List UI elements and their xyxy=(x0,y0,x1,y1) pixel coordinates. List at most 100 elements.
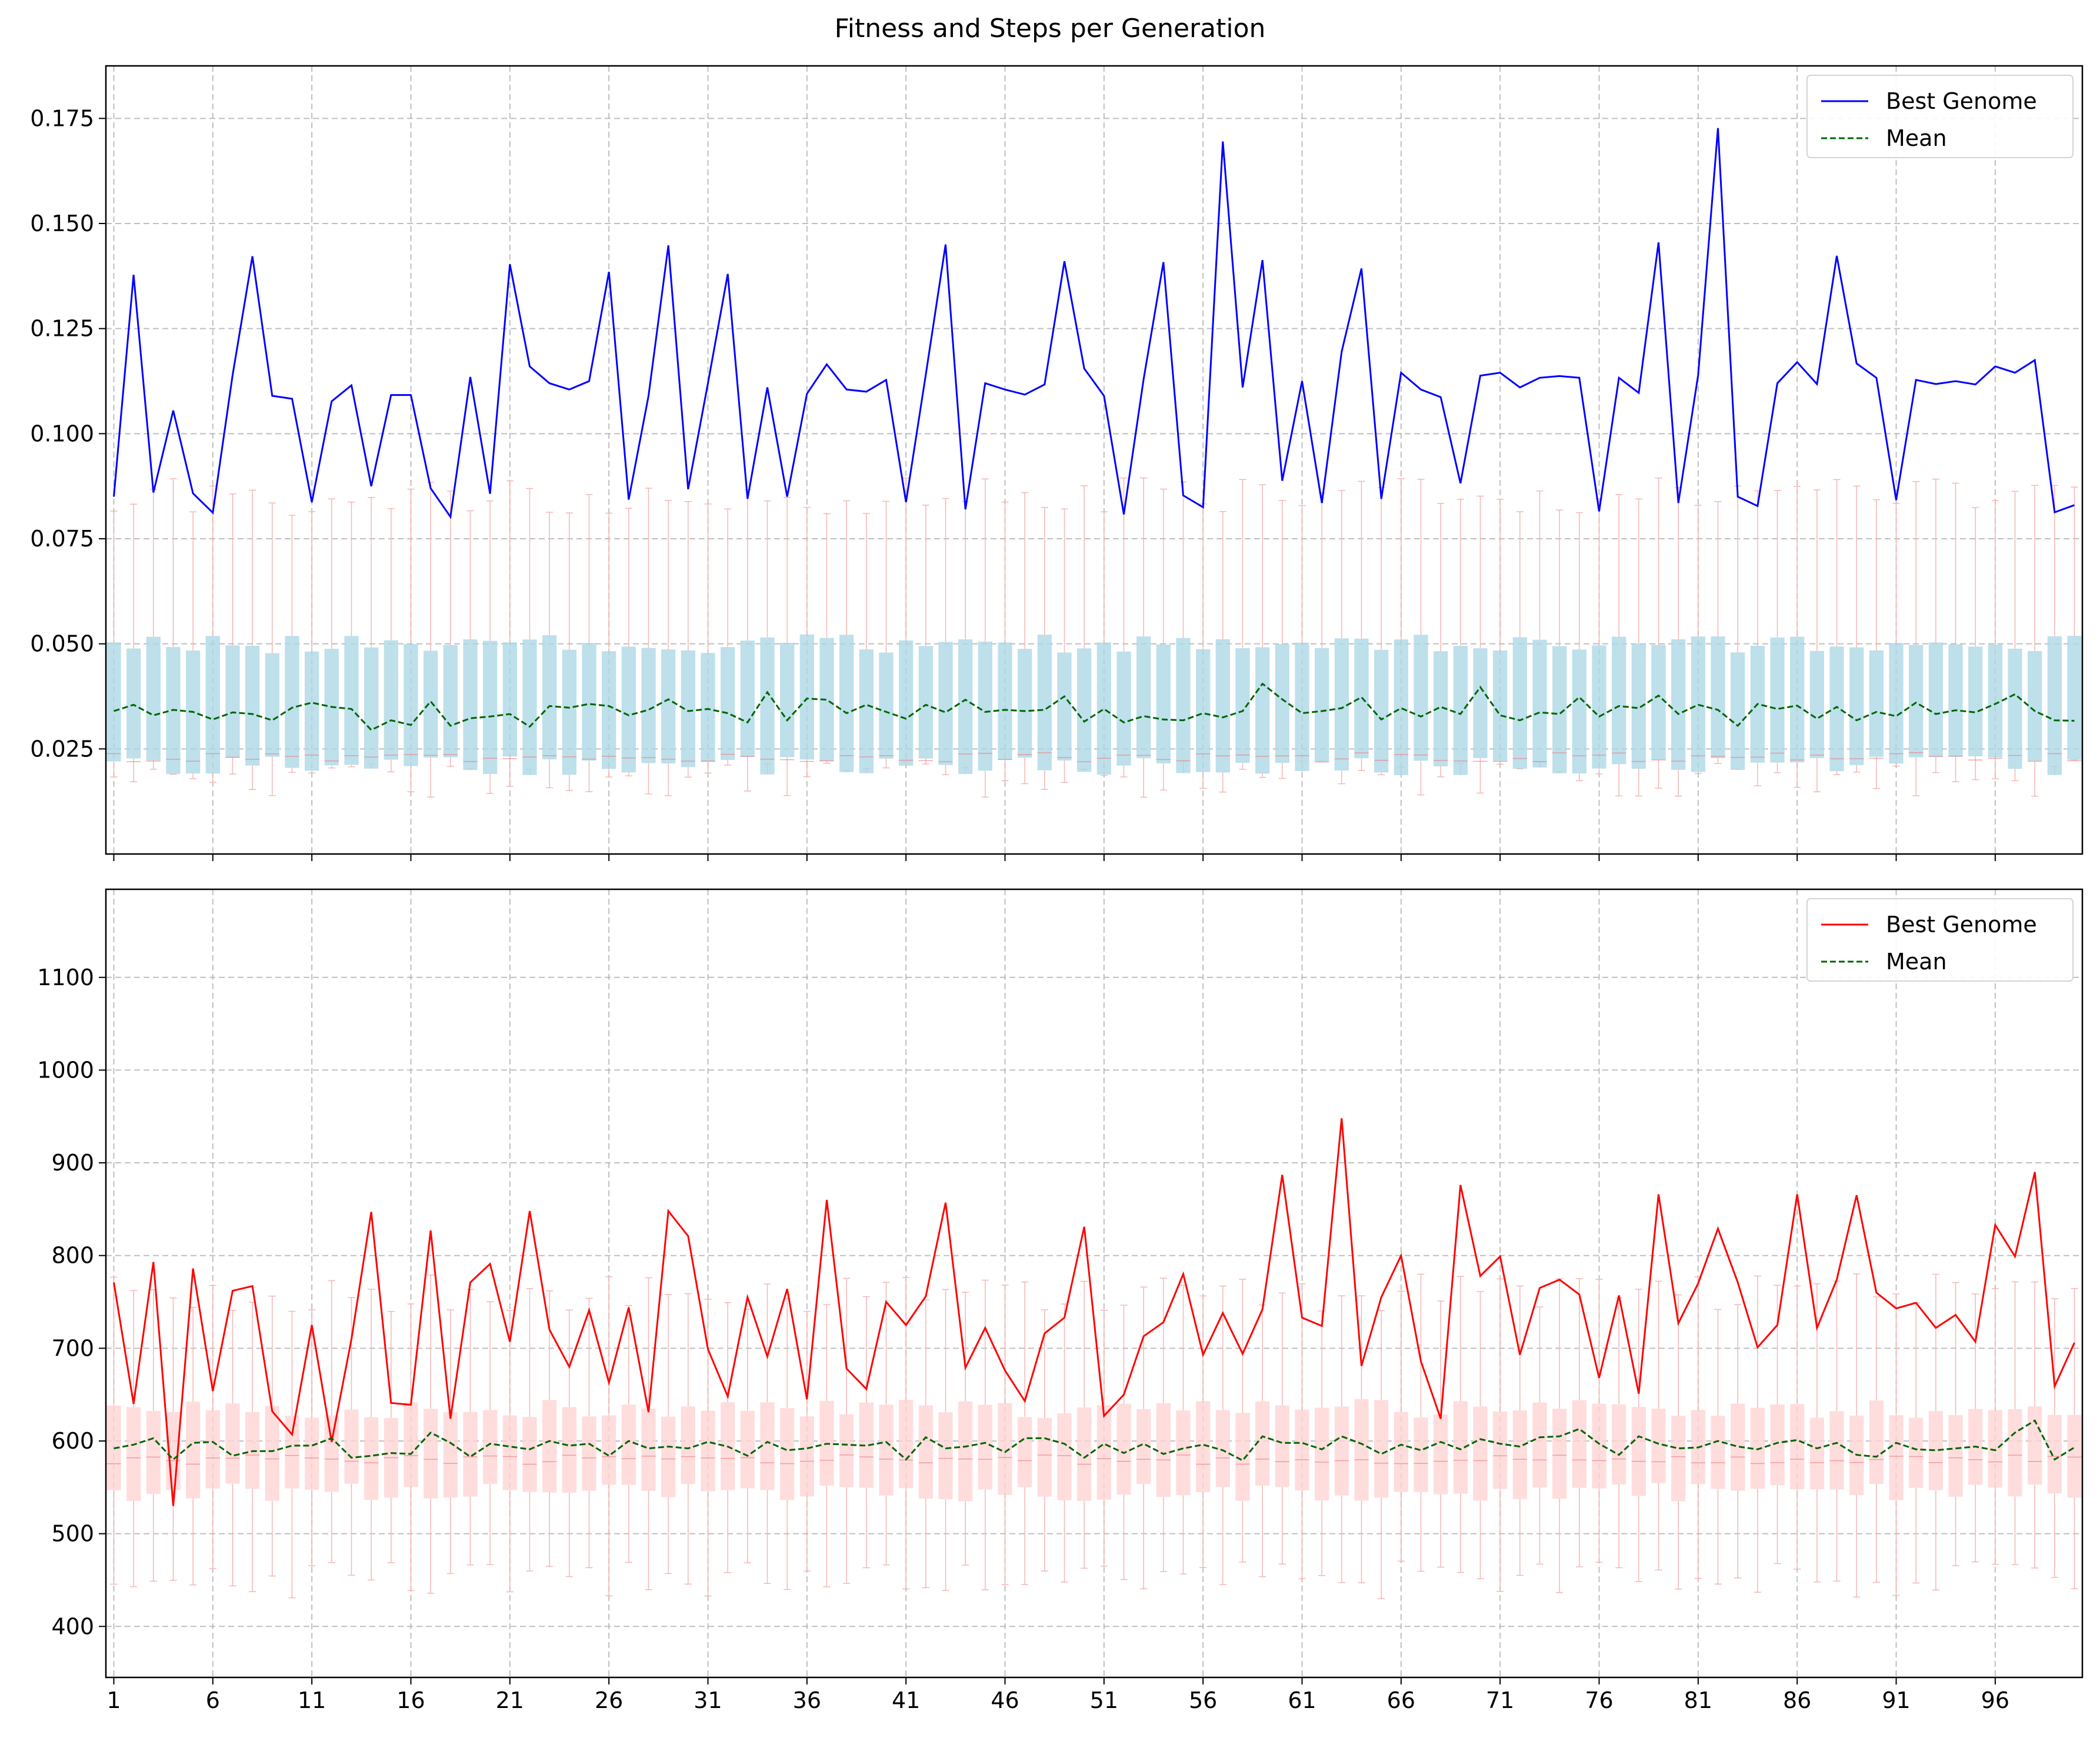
steps-box xyxy=(780,1408,795,1500)
fitness-box xyxy=(1414,635,1428,761)
fitness-best-genome-line xyxy=(113,128,2075,519)
fitness-box xyxy=(1631,643,1646,769)
steps-lines xyxy=(113,1118,2075,1506)
fitness-legend-label: Mean xyxy=(1886,125,1947,151)
fitness-box xyxy=(1671,639,1686,770)
steps-box xyxy=(305,1417,319,1490)
steps-box xyxy=(1334,1406,1349,1496)
fitness-box xyxy=(1453,646,1468,775)
steps-x-tick-label: 81 xyxy=(1684,1687,1712,1713)
steps-x-tick-label: 46 xyxy=(991,1687,1019,1713)
steps-box xyxy=(1889,1415,1904,1500)
fitness-box xyxy=(938,642,953,765)
steps-box xyxy=(126,1407,141,1502)
fitness-box xyxy=(1156,644,1171,763)
steps-box xyxy=(1493,1411,1508,1489)
steps-box xyxy=(562,1407,576,1493)
steps-box xyxy=(661,1416,676,1497)
steps-box xyxy=(522,1417,537,1492)
fitness-box xyxy=(424,651,438,758)
steps-box xyxy=(1790,1404,1805,1489)
steps-box xyxy=(205,1410,220,1489)
steps-y-tick-label: 1000 xyxy=(37,1057,94,1083)
fitness-box xyxy=(404,643,418,766)
steps-x-tick-label: 66 xyxy=(1387,1687,1415,1713)
steps-box xyxy=(1809,1417,1824,1490)
steps-y-tick-label: 900 xyxy=(51,1150,94,1176)
fitness-box xyxy=(483,641,498,774)
steps-y-axis: 400 500 600 700 800 900 1000 1100 xyxy=(37,965,106,1639)
steps-axes-frame xyxy=(105,888,2084,1679)
fitness-box xyxy=(799,634,814,760)
steps-x-tick-label: 86 xyxy=(1783,1687,1811,1713)
fitness-box xyxy=(502,642,517,757)
fitness-box xyxy=(1096,642,1111,775)
fitness-box xyxy=(701,653,715,762)
steps-box xyxy=(1235,1413,1250,1501)
steps-x-tick-label: 91 xyxy=(1882,1687,1910,1713)
steps-box xyxy=(2047,1415,2062,1494)
steps-mean-line xyxy=(114,1419,2075,1462)
fitness-box xyxy=(1711,636,1725,759)
fitness-box xyxy=(384,640,398,760)
fitness-box xyxy=(780,642,795,758)
steps-y-tick-label: 700 xyxy=(51,1335,94,1361)
fitness-box xyxy=(1532,639,1547,768)
fitness-box xyxy=(1315,648,1329,762)
fitness-box xyxy=(1988,644,2002,758)
fitness-box xyxy=(740,641,755,757)
fitness-box xyxy=(1968,646,1983,756)
steps-box xyxy=(1711,1416,1725,1489)
fitness-box xyxy=(463,639,478,770)
fitness-box xyxy=(1770,637,1785,763)
fitness-box xyxy=(1809,651,1824,758)
steps-box xyxy=(1434,1414,1448,1495)
steps-box xyxy=(958,1401,973,1502)
steps-box xyxy=(701,1410,715,1492)
steps-y-tick-label: 600 xyxy=(51,1428,94,1454)
fitness-box xyxy=(1869,650,1884,757)
fitness-y-tick-label: 0.050 xyxy=(30,631,94,657)
figure-title: Fitness and Steps per Generation xyxy=(835,14,1266,44)
fitness-box xyxy=(1295,642,1309,771)
fitness-box xyxy=(106,642,121,762)
fitness-box xyxy=(542,635,557,760)
steps-boxplots xyxy=(106,1273,2082,1599)
steps-box xyxy=(1215,1410,1230,1487)
steps-box xyxy=(1651,1409,1666,1483)
fitness-box xyxy=(522,639,537,775)
fitness-y-tick-label: 0.025 xyxy=(30,736,94,762)
fitness-box xyxy=(285,636,299,768)
steps-y-tick-label: 500 xyxy=(51,1521,94,1547)
fitness-box xyxy=(641,648,656,763)
steps-x-tick-label: 36 xyxy=(793,1687,821,1713)
fitness-box xyxy=(621,646,636,773)
fitness-box xyxy=(1731,652,1745,770)
fitness-box xyxy=(1057,652,1072,761)
fitness-box xyxy=(344,636,359,765)
fitness-y-tick-label: 0.100 xyxy=(30,421,94,446)
steps-box xyxy=(1116,1403,1131,1495)
steps-box xyxy=(146,1410,161,1495)
fitness-box xyxy=(602,651,616,769)
steps-box xyxy=(2067,1415,2082,1498)
fitness-x-axis xyxy=(113,854,1996,861)
fitness-box xyxy=(661,649,676,763)
fitness-box xyxy=(1948,644,1963,757)
fitness-box xyxy=(1196,649,1211,772)
fitness-box xyxy=(879,652,894,759)
steps-box xyxy=(641,1408,656,1491)
fitness-box xyxy=(225,645,240,758)
steps-box xyxy=(1156,1403,1171,1497)
steps-box xyxy=(839,1414,854,1487)
fitness-mean-line xyxy=(114,682,2075,732)
fitness-box xyxy=(1849,647,1864,765)
fitness-box xyxy=(1394,639,1408,775)
steps-x-tick-label: 96 xyxy=(1981,1687,2009,1713)
steps-box xyxy=(1988,1410,2002,1488)
fitness-box xyxy=(205,636,220,774)
fitness-box xyxy=(1829,646,1844,772)
steps-y-tick-label: 400 xyxy=(51,1613,94,1639)
